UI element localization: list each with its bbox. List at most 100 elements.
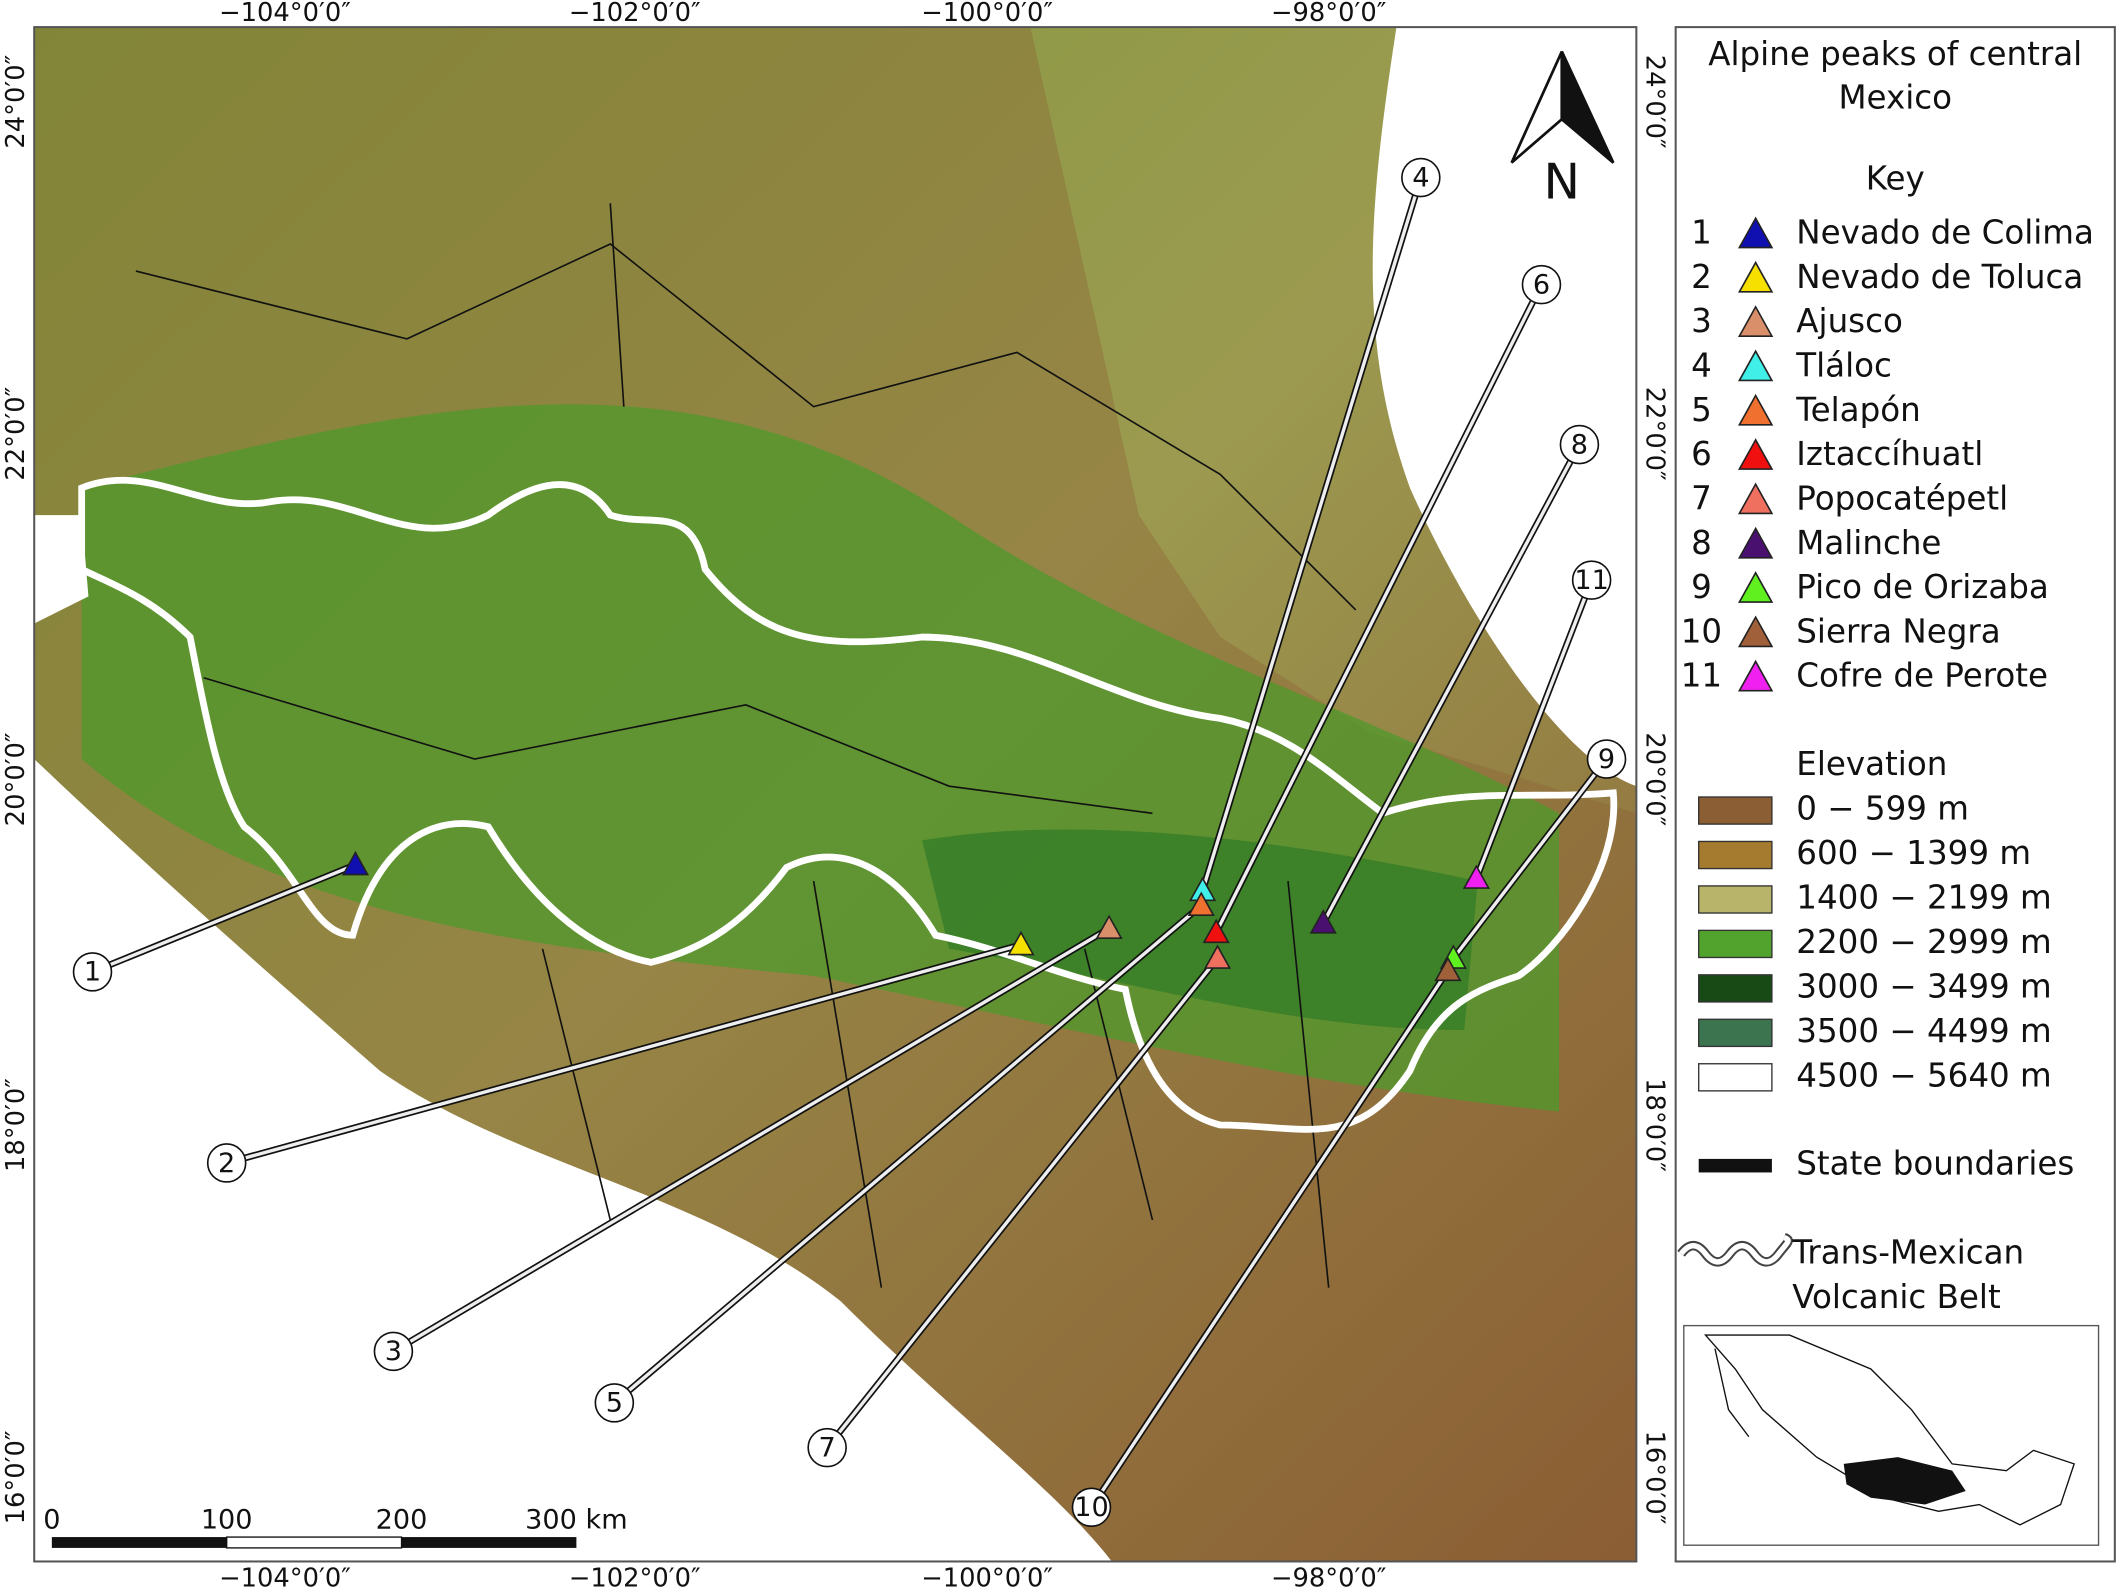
callout-circle: [1586, 739, 1627, 779]
key-name: Sierra Negra: [1796, 612, 2000, 650]
callout-number: 6: [1533, 269, 1550, 300]
lat-label-left: 16°0′0″: [1, 1430, 31, 1524]
key-number: 6: [1691, 435, 1712, 473]
elevation-swatch: [1698, 929, 1773, 959]
key-swatch: [1737, 482, 1774, 515]
leader-line: [91, 863, 357, 974]
north-arrow-right: [1560, 50, 1615, 164]
key-name: Nevado de Toluca: [1796, 258, 2083, 296]
callout-circle: [72, 952, 113, 992]
key-swatch: [1737, 659, 1774, 692]
lon-label-top: −104°0′0″: [219, 0, 351, 28]
key-name: Ajusco: [1796, 302, 1903, 340]
lat-label-right: 24°0′0″: [1639, 55, 1669, 149]
mexico-outline: [1703, 1334, 2076, 1526]
scale-label: 0: [43, 1504, 60, 1535]
tmvb-inset: [1843, 1457, 1966, 1505]
key-swatch: [1737, 260, 1774, 293]
scale-label: 300 km: [525, 1504, 627, 1535]
tmvb-outline: [78, 476, 1618, 1133]
callout-circle: [1071, 1487, 1112, 1528]
key-number: 7: [1691, 479, 1712, 517]
key-number: 2: [1691, 258, 1712, 296]
elevation-swatch: [1698, 840, 1773, 870]
peak-marker: [1095, 914, 1123, 940]
north-label: N: [1544, 154, 1581, 211]
scale-segment: [401, 1537, 577, 1548]
elevation-swatch: [1698, 796, 1773, 825]
peak-marker: [1202, 918, 1230, 944]
key-swatch: [1737, 438, 1774, 470]
key-swatch: [1737, 526, 1774, 559]
key-number: 3: [1691, 302, 1712, 340]
peak-marker: [341, 850, 370, 876]
callout-circle: [1521, 264, 1562, 305]
key-name: Malinche: [1796, 524, 1941, 562]
tmvb-swatch: [1678, 1234, 1791, 1265]
key-number: 1: [1691, 213, 1712, 251]
high-forest: [922, 829, 1478, 1031]
leader-line: [613, 904, 1203, 1405]
peak-marker: [1462, 864, 1490, 889]
peak-marker: [1309, 909, 1337, 934]
leader-line: [1200, 177, 1423, 892]
key-name: Cofre de Perote: [1796, 657, 2048, 695]
elevation-swatch: [1698, 885, 1773, 914]
callout-number: 3: [385, 1336, 402, 1367]
lat-label-right: 20°0′0″: [1639, 732, 1669, 826]
scale-segment: [226, 1536, 403, 1549]
key-swatch: [1737, 615, 1774, 648]
lat-label-left: 22°0′0″: [1, 387, 31, 481]
lon-label-top: −102°0′0″: [569, 0, 701, 28]
legend-title-box: Alpine peaks of central Mexico: [1708, 35, 2083, 117]
callout-circle: [1401, 157, 1441, 198]
scale-label: 100: [201, 1504, 253, 1535]
peak-marker: [1187, 891, 1215, 917]
callout-number: 2: [218, 1148, 235, 1179]
key-number: 8: [1691, 524, 1712, 562]
lat-label-left: 24°0′0″: [1, 55, 31, 149]
peak-marker: [1434, 956, 1462, 982]
tmvb-label-box: Trans-Mexican Volcanic Belt: [1792, 1233, 2024, 1316]
map-frame: [33, 26, 1638, 1563]
inset-map: [1683, 1324, 2100, 1546]
lon-label-bottom: −98°0′0″: [1271, 1564, 1386, 1594]
key-number: 9: [1691, 568, 1712, 606]
leader-line: [825, 957, 1219, 1449]
key-swatch: [1737, 216, 1774, 249]
lat-label-right: 18°0′0″: [1639, 1078, 1669, 1172]
elevation-label: 1400 − 2199 m: [1796, 878, 2051, 916]
lon-label-top: −98°0′0″: [1271, 0, 1386, 28]
scale-segment: [51, 1537, 227, 1548]
key-number: 10: [1681, 612, 1722, 650]
callout-circle: [807, 1427, 847, 1468]
scale-label: 200: [376, 1504, 428, 1535]
elevation-label: 3500 − 4499 m: [1796, 1012, 2051, 1050]
lon-label-bottom: −100°0′0″: [921, 1564, 1053, 1594]
lat-label-right: 16°0′0″: [1639, 1430, 1669, 1524]
elevation-swatch: [1698, 1018, 1773, 1048]
callout-number: 11: [1574, 565, 1608, 596]
elevation-swatch: [1698, 974, 1773, 1003]
state-boundaries-label: State boundaries: [1796, 1145, 2074, 1183]
pacific-ocean: [34, 759, 1112, 1562]
legend-title: Alpine peaks of central Mexico: [1708, 35, 2083, 117]
callout-number: 5: [606, 1388, 623, 1419]
leader-line: [392, 927, 1110, 1353]
callout-number: 1: [84, 957, 101, 988]
lat-label-left: 18°0′0″: [1, 1078, 31, 1172]
key-name: Iztaccíhuatl: [1796, 435, 1983, 473]
leader-line: [226, 943, 1022, 1165]
key-swatch: [1737, 305, 1774, 337]
callout-number: 4: [1412, 162, 1429, 193]
key-swatch: [1737, 393, 1774, 426]
elevation-label: 4500 − 5640 m: [1796, 1056, 2051, 1094]
key-number: 4: [1691, 346, 1712, 384]
key-name: Tláloc: [1795, 346, 1892, 384]
callout-circle: [1571, 560, 1612, 600]
lon-label-bottom: −102°0′0″: [569, 1564, 701, 1594]
key-swatch: [1737, 571, 1774, 603]
key-name: Pico de Orizaba: [1796, 568, 2049, 606]
lat-label-left: 20°0′0″: [1, 732, 31, 826]
